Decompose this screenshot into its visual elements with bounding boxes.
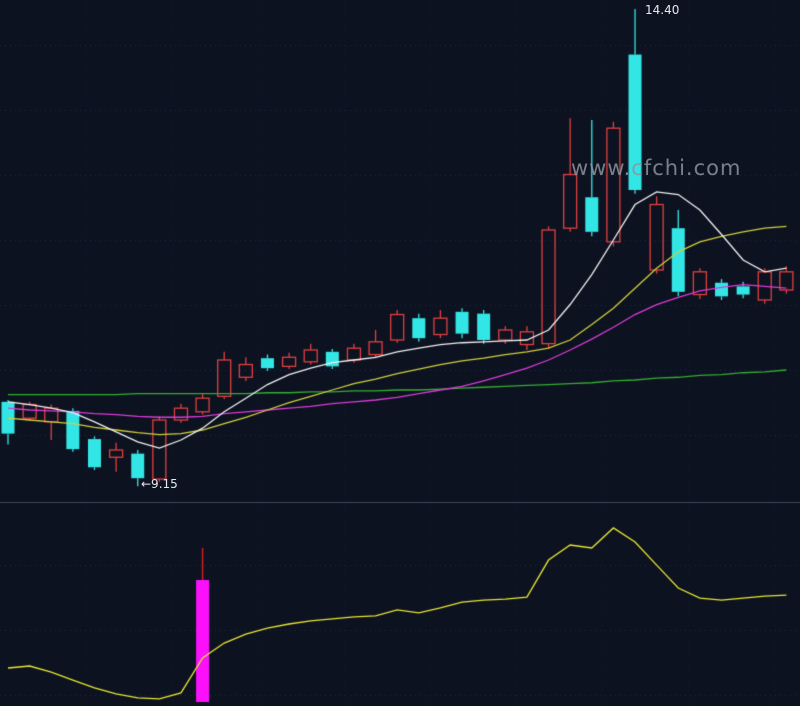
- high-price-label: 14.40: [645, 3, 680, 17]
- watermark-text: www.cfchi.com: [571, 156, 742, 180]
- low-price-label: ←9.15: [141, 477, 178, 491]
